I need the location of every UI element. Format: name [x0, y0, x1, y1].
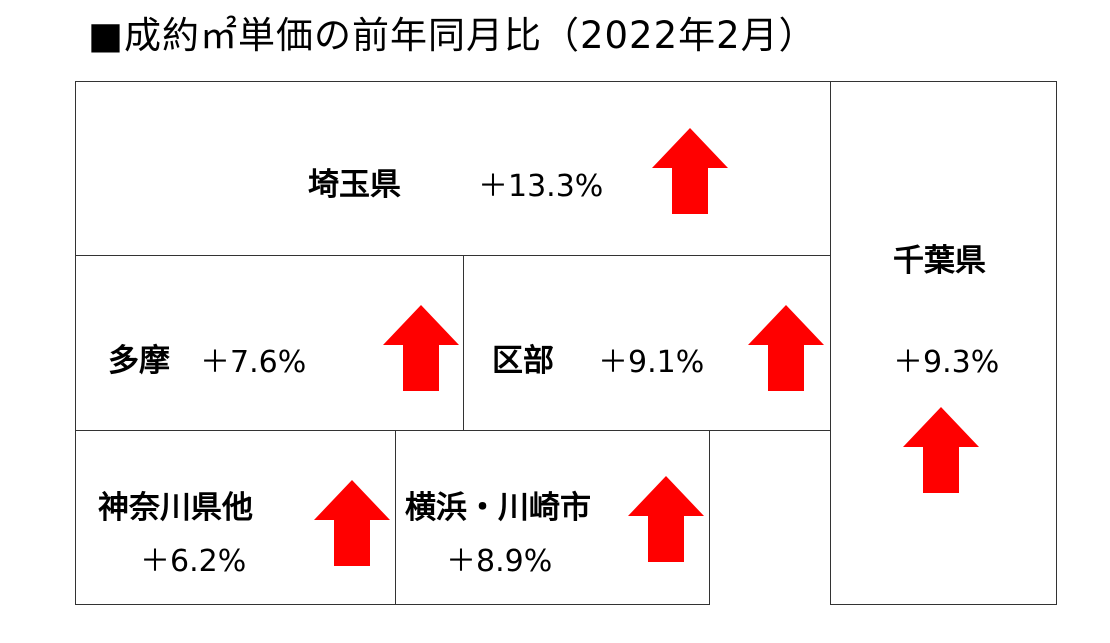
region-change-kanagawa: ＋6.2% [140, 544, 247, 579]
region-change-kubu: ＋9.1% [598, 345, 705, 380]
region-name-tama: 多摩 [108, 343, 170, 379]
page-title: ■成約㎡単価の前年同月比（2022年2月） [88, 14, 817, 57]
region-change-yokohama-kawasaki: ＋8.9% [446, 544, 553, 579]
region-name-saitama: 埼玉県 [308, 167, 401, 203]
up-arrow-icon [383, 305, 459, 391]
up-arrow-icon [628, 476, 704, 562]
region-name-kubu: 区部 [492, 343, 554, 379]
region-change-saitama: ＋13.3% [478, 169, 604, 204]
region-box-chiba [830, 81, 1057, 605]
region-change-tama: ＋7.6% [200, 345, 307, 380]
region-change-chiba: ＋9.3% [893, 345, 1000, 380]
region-name-kanagawa: 神奈川県他 [98, 490, 253, 526]
up-arrow-icon [903, 407, 979, 493]
region-name-yokohama-kawasaki: 横浜・川崎市 [405, 490, 591, 526]
up-arrow-icon [314, 480, 390, 566]
region-name-chiba: 千葉県 [893, 243, 986, 279]
up-arrow-icon [748, 305, 824, 391]
up-arrow-icon [652, 128, 728, 214]
